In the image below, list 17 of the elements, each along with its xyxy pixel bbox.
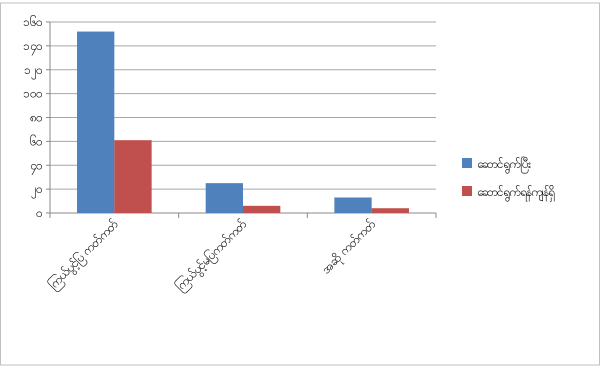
bar: [334, 197, 372, 213]
y-tick-label: ၁၀၀: [23, 86, 42, 101]
y-tick-label: ၂၀: [31, 182, 42, 200]
y-tick-label: ၁၆၀: [23, 14, 42, 29]
bar: [114, 140, 152, 213]
legend-label: ဆောင်ရွက်ရန်ကျန်ရှိ: [477, 184, 554, 202]
y-tick-label: ၁၄၀: [23, 38, 42, 56]
bar: [77, 32, 114, 213]
bar: [372, 208, 409, 213]
y-tick-label: ၆၀: [30, 133, 42, 148]
y-tick-label: ၁၂၀: [24, 62, 42, 80]
bar: [206, 183, 243, 213]
legend-label: ဆောင်ရွက်ပြီး: [477, 156, 532, 174]
y-tick-label: ၀: [36, 206, 42, 220]
y-tick-label: ၈၀: [30, 110, 42, 124]
y-tick-label: ၄၀: [30, 158, 42, 176]
bar: [243, 206, 280, 213]
